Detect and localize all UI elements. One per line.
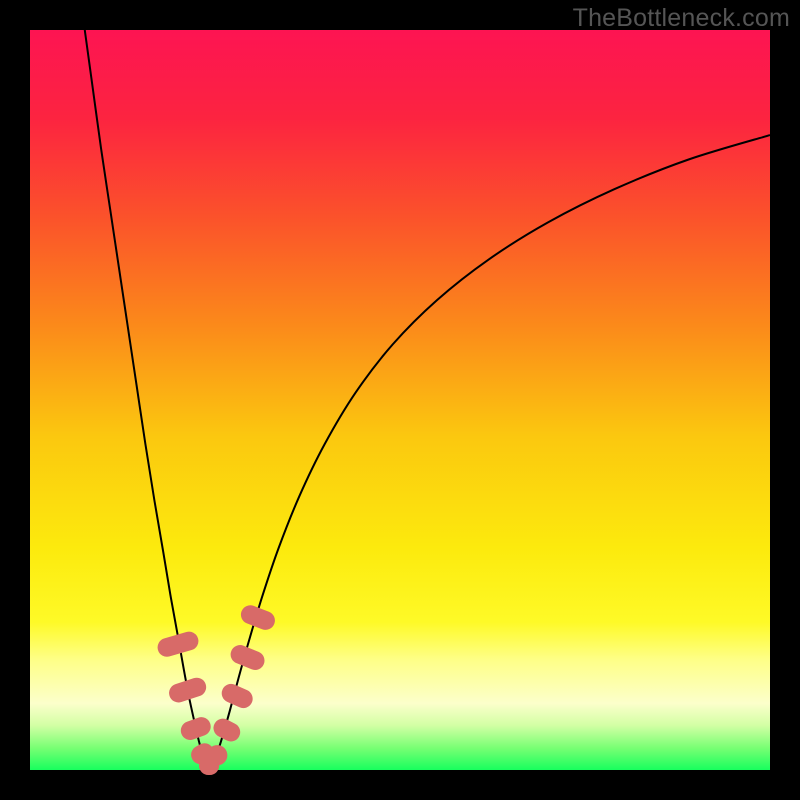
bottleneck-chart xyxy=(0,0,800,800)
watermark-text: TheBottleneck.com xyxy=(573,4,790,33)
chart-container: TheBottleneck.com xyxy=(0,0,800,800)
plot-background xyxy=(30,30,770,770)
